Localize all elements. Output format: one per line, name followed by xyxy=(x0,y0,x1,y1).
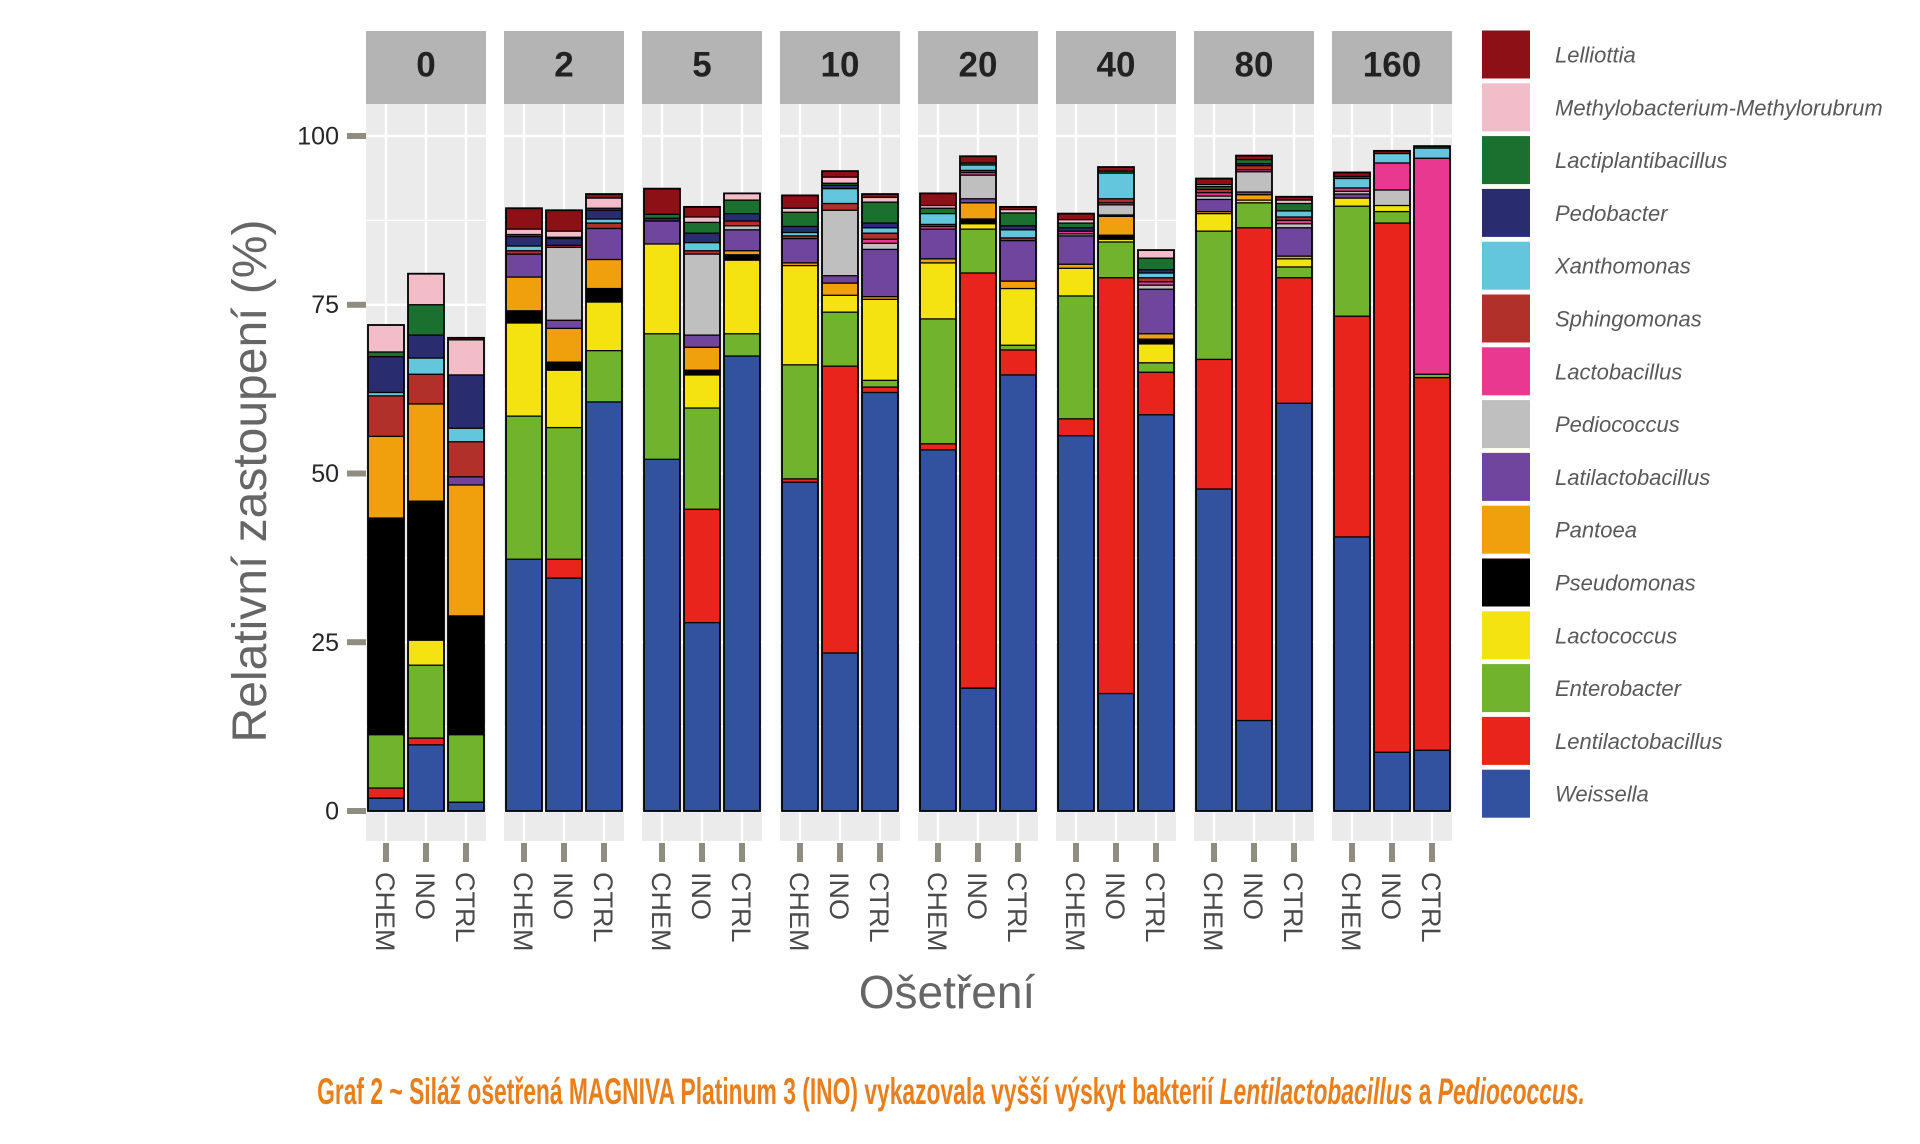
svg-text:CTRL: CTRL xyxy=(726,872,756,943)
svg-text:CHEM: CHEM xyxy=(922,872,952,952)
svg-text:INO: INO xyxy=(1238,872,1268,920)
svg-text:2: 2 xyxy=(554,46,573,85)
svg-text:CTRL: CTRL xyxy=(864,872,894,943)
svg-text:CTRL: CTRL xyxy=(1416,872,1446,943)
svg-text:INO: INO xyxy=(962,872,992,920)
svg-text:CHEM: CHEM xyxy=(1336,872,1366,952)
svg-text:CTRL: CTRL xyxy=(450,872,480,943)
svg-text:INO: INO xyxy=(410,872,440,920)
svg-text:Lactiplantibacillus: Lactiplantibacillus xyxy=(1555,148,1727,173)
svg-text:100: 100 xyxy=(297,123,339,151)
svg-text:INO: INO xyxy=(686,872,716,920)
svg-text:Lactobacillus: Lactobacillus xyxy=(1555,359,1682,384)
svg-text:CHEM: CHEM xyxy=(370,872,400,952)
svg-text:CTRL: CTRL xyxy=(1002,872,1032,943)
svg-text:Pediococcus: Pediococcus xyxy=(1555,412,1680,437)
svg-text:160: 160 xyxy=(1363,46,1421,85)
svg-text:Relativní zastoupení (%): Relativní zastoupení (%) xyxy=(224,220,277,743)
svg-text:Lactococcus: Lactococcus xyxy=(1555,623,1677,648)
svg-text:80: 80 xyxy=(1235,46,1274,85)
svg-text:CHEM: CHEM xyxy=(508,872,538,952)
svg-text:Lentilactobacillus: Lentilactobacillus xyxy=(1555,729,1723,754)
svg-text:40: 40 xyxy=(1097,46,1136,85)
svg-text:Sphingomonas: Sphingomonas xyxy=(1555,307,1702,332)
svg-text:INO: INO xyxy=(824,872,854,920)
svg-text:CTRL: CTRL xyxy=(588,872,618,943)
svg-text:CHEM: CHEM xyxy=(1198,872,1228,952)
svg-text:0: 0 xyxy=(325,798,339,826)
svg-text:Ošetření: Ošetření xyxy=(859,966,1036,1018)
svg-text:Pantoea: Pantoea xyxy=(1555,518,1637,543)
svg-text:0: 0 xyxy=(416,46,435,85)
svg-text:5: 5 xyxy=(692,46,711,85)
svg-text:50: 50 xyxy=(311,460,339,488)
svg-text:20: 20 xyxy=(959,46,998,85)
svg-text:Methylobacterium-Methylorubrum: Methylobacterium-Methylorubrum xyxy=(1555,95,1883,120)
svg-text:Graf 2 ~ Siláž ošetřená MAGNIV: Graf 2 ~ Siláž ošetřená MAGNIVA Platinum… xyxy=(317,1070,1585,1112)
svg-text:Xanthomonas: Xanthomonas xyxy=(1554,254,1691,279)
svg-text:10: 10 xyxy=(821,46,860,85)
svg-text:CTRL: CTRL xyxy=(1140,872,1170,943)
svg-text:CTRL: CTRL xyxy=(1278,872,1308,943)
svg-text:CHEM: CHEM xyxy=(784,872,814,952)
svg-text:CHEM: CHEM xyxy=(1060,872,1090,952)
svg-text:INO: INO xyxy=(548,872,578,920)
svg-text:Pseudomonas: Pseudomonas xyxy=(1555,571,1696,596)
svg-text:Lelliottia: Lelliottia xyxy=(1555,43,1636,68)
svg-text:INO: INO xyxy=(1376,872,1406,920)
svg-text:Enterobacter: Enterobacter xyxy=(1555,676,1683,701)
svg-text:CHEM: CHEM xyxy=(646,872,676,952)
svg-text:Pedobacter: Pedobacter xyxy=(1555,201,1669,226)
svg-text:25: 25 xyxy=(311,629,339,657)
svg-text:Weissella: Weissella xyxy=(1555,782,1649,807)
svg-text:Latilactobacillus: Latilactobacillus xyxy=(1555,465,1710,490)
svg-text:INO: INO xyxy=(1100,872,1130,920)
svg-text:75: 75 xyxy=(311,291,339,319)
